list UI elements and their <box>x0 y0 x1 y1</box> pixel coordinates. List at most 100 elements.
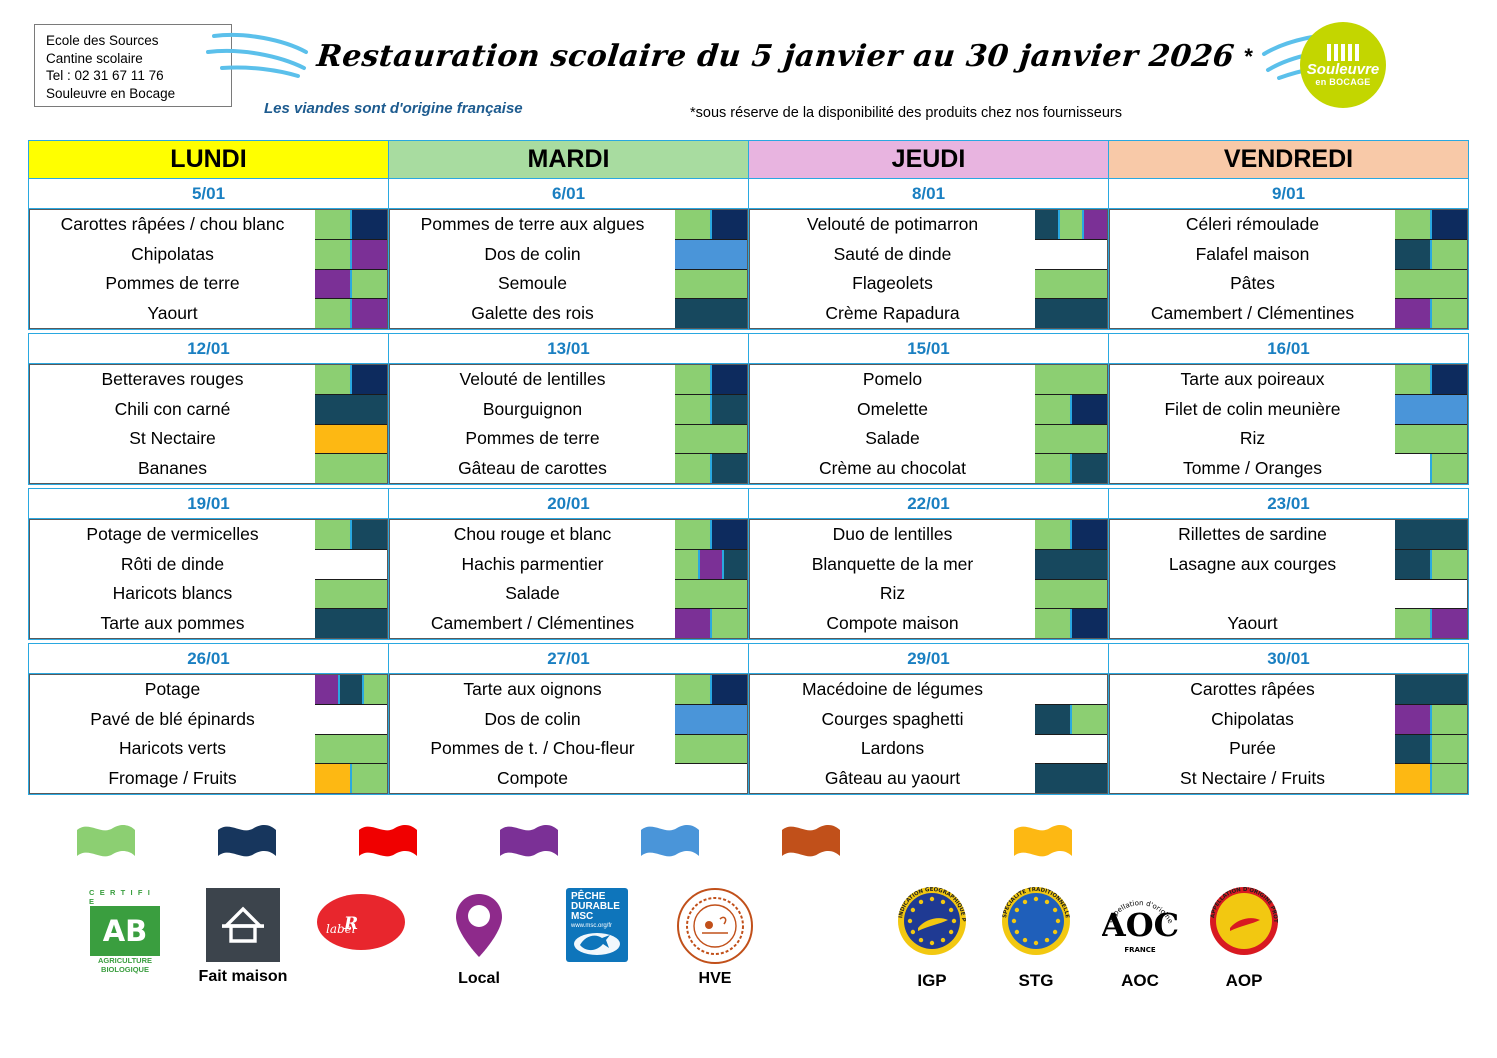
label-swatch-row <box>1395 239 1467 270</box>
label-swatch-green <box>675 424 747 454</box>
label-swatch-row <box>1035 299 1107 328</box>
dish-item: Lasagne aux courges <box>1168 553 1337 574</box>
label-swatch-green <box>1035 609 1072 638</box>
dish-item: Tarte aux pommes <box>100 612 245 633</box>
label-swatch-empty <box>1035 239 1107 269</box>
label-swatch-empty <box>1395 579 1467 609</box>
date-cell: 20/01 <box>388 488 749 519</box>
label-swatch-row <box>1395 675 1467 705</box>
ab-logo-icon: C E R T I F I E AB AGRICULTURE BIOLOGIQU… <box>89 888 161 974</box>
menu-row: Carottes râpées / chou blanc Chipolatas Po… <box>28 208 1469 330</box>
dish-item: Crème Rapadura <box>825 302 960 323</box>
msc-line3: MSC <box>571 911 594 922</box>
label-swatch-teal <box>1035 764 1107 793</box>
label-swatch-row <box>315 549 387 580</box>
dish-item: Compote maison <box>826 612 959 633</box>
menu-table: LUNDI MARDI JEUDI VENDREDI 5/01 6/01 8/01 9/01 C… <box>28 140 1469 795</box>
menu-cell: Potage Pavé de blé épinards Haricots verts… <box>28 673 389 795</box>
label-swatch-yellow <box>315 764 352 793</box>
dish-item: Camembert / Clémentines <box>430 612 635 633</box>
dish-item: Sauté de dinde <box>833 243 952 264</box>
label-swatch-navy <box>1432 365 1467 394</box>
label-swatch-column <box>675 210 747 328</box>
dish-item: Chipolatas <box>1211 708 1294 729</box>
dish-item: Omelette <box>857 398 928 419</box>
dish-item: Pomelo <box>862 369 923 390</box>
ab-sub2: BIOLOGIQUE <box>101 965 149 974</box>
logo-item-fait-maison: Fait maison <box>184 888 302 988</box>
label-swatch-purple <box>352 239 387 269</box>
label-swatch-yellow <box>315 424 387 454</box>
dish-item: Salade <box>865 428 920 449</box>
label-swatch-column <box>1395 520 1467 638</box>
label-rouge-icon: R label <box>313 888 409 962</box>
menu-cell: Tarte aux poireaux Filet de colin meunièr… <box>1108 363 1469 485</box>
label-swatch-purple <box>1395 704 1432 734</box>
label-swatch-green <box>1432 764 1467 793</box>
label-swatch-purple <box>1432 609 1467 638</box>
menu-row: Betteraves rouges Chili con carné St Necta… <box>28 363 1469 485</box>
label-swatch-purple <box>352 299 387 328</box>
label-swatch-green <box>1432 734 1467 764</box>
dish-item: Blanquette de la mer <box>811 553 974 574</box>
date-cell: 9/01 <box>1108 178 1469 209</box>
stg-caption: STG <box>1018 971 1054 990</box>
label-swatch-navy <box>712 365 747 394</box>
dish-item: Tarte aux poireaux <box>1180 369 1325 390</box>
aop-caption: AOP <box>1225 971 1263 990</box>
label-swatch-teal <box>1035 210 1060 239</box>
label-swatch-teal <box>1035 549 1107 579</box>
label-swatch-teal <box>1395 675 1467 704</box>
label-swatch-row <box>1395 734 1467 765</box>
label-swatch-green <box>315 210 352 239</box>
svg-text:label: label <box>326 922 356 936</box>
label-swatch-green <box>675 394 712 424</box>
title-banner: Restauration scolaire du 5 janvier au 30… <box>206 28 1364 85</box>
label-swatch-purple <box>315 269 352 299</box>
label-swatch-row <box>1395 394 1467 425</box>
label-swatch-teal <box>352 520 387 549</box>
label-swatch-teal <box>339 675 365 704</box>
flag-orange-icon <box>780 822 842 868</box>
dish-list: Rillettes de sardine Lasagne aux courges Y… <box>1110 520 1395 638</box>
label-swatch-row <box>1035 365 1107 395</box>
label-swatch-blue <box>1395 394 1467 424</box>
label-swatch-green <box>315 365 352 394</box>
dish-list: Betteraves rouges Chili con carné St Necta… <box>30 365 315 483</box>
label-swatch-purple <box>675 609 712 638</box>
label-swatch-column <box>675 520 748 638</box>
day-header-vendredi: VENDREDI <box>1108 140 1469 179</box>
menu-cell: Céleri rémoulade Falafel maison Pâtes Camem… <box>1108 208 1469 330</box>
local-pin-icon <box>449 888 509 964</box>
label-swatch-green <box>1395 365 1432 394</box>
date-row: 12/01 13/01 15/01 16/01 <box>28 333 1469 364</box>
label-swatch-purple <box>315 675 340 704</box>
label-swatch-green <box>315 734 387 764</box>
label-swatch-teal <box>1072 454 1107 483</box>
igp-caption: IGP <box>917 971 947 990</box>
label-swatch-row <box>1395 579 1467 610</box>
label-swatch-empty <box>315 549 387 579</box>
hve-icon <box>677 888 753 964</box>
date-cell: 15/01 <box>748 333 1109 364</box>
label-swatch-column <box>1395 365 1467 483</box>
label-swatch-row <box>1035 675 1107 705</box>
date-cell: 12/01 <box>28 333 389 364</box>
label-swatch-row <box>1035 734 1107 765</box>
label-swatch-green <box>675 520 712 549</box>
dish-item: Yaourt <box>1227 612 1278 633</box>
dish-item: Crème au chocolat <box>819 457 966 478</box>
menu-cell: Tarte aux oignons Dos de colin Pommes de t… <box>388 673 749 795</box>
label-swatch-empty <box>1395 454 1432 483</box>
date-cell: 5/01 <box>28 178 389 209</box>
label-swatch-teal <box>1395 549 1432 579</box>
menu-cell: Pommes de terre aux algues Dos de colin Se… <box>388 208 749 330</box>
dish-item: Pommes de terre <box>465 428 600 449</box>
menu-cell: Rillettes de sardine Lasagne aux courges Y… <box>1108 518 1469 640</box>
dish-item: Hachis parmentier <box>461 553 604 574</box>
day-header-mardi: MARDI <box>388 140 749 179</box>
label-swatch-blue <box>675 239 747 269</box>
seal-item-aoc: appellation d'origine contrôléeAOCFRANCE… <box>1088 878 1192 991</box>
fait-maison-icon <box>206 888 280 962</box>
label-swatch-green <box>1035 520 1072 549</box>
